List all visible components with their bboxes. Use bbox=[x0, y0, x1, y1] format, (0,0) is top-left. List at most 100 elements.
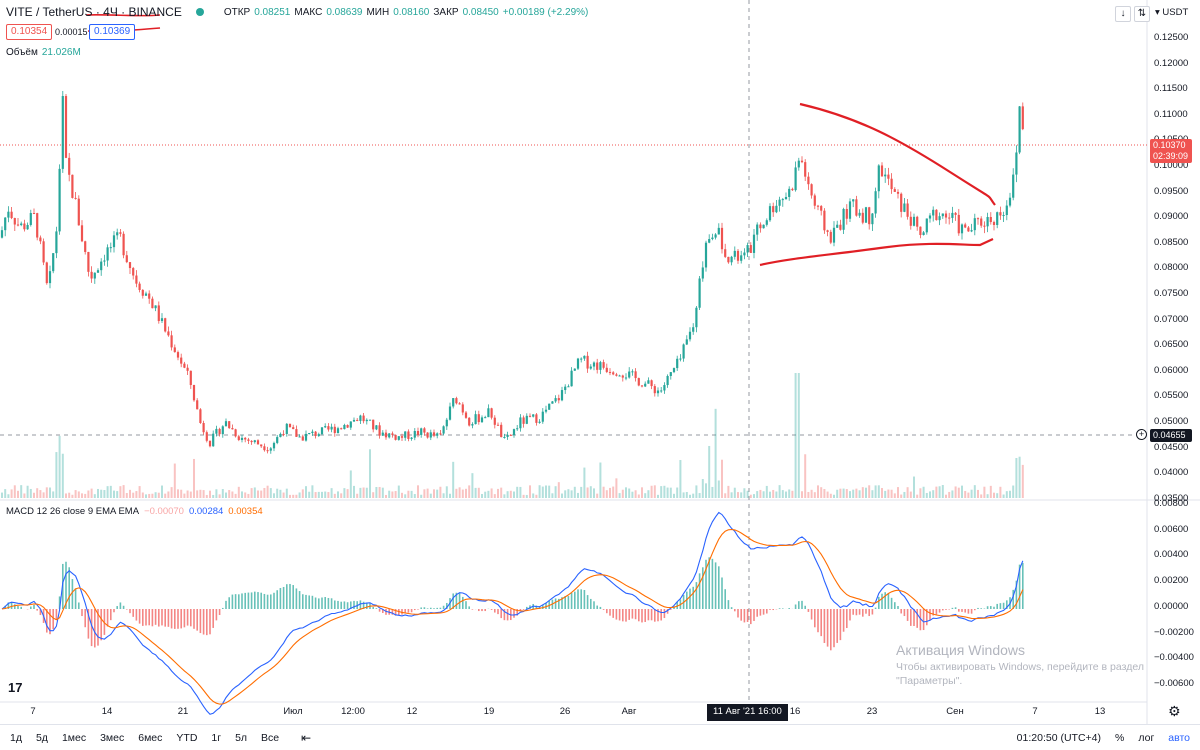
time-tick: 12:00 bbox=[341, 706, 365, 717]
date-range-icon[interactable]: ⇤ bbox=[301, 730, 312, 745]
macd-hist-bar bbox=[938, 609, 941, 613]
volume-bar bbox=[858, 490, 861, 498]
candle-body bbox=[727, 256, 730, 263]
volume-bar bbox=[983, 486, 986, 498]
macd-legend[interactable]: MACD 12 26 close 9 EMA EMA −0.00070 0.00… bbox=[6, 506, 263, 517]
period-button[interactable]: 5л bbox=[235, 731, 248, 744]
candle-body bbox=[199, 409, 202, 423]
candle-body bbox=[957, 214, 960, 234]
percent-toggle[interactable]: % bbox=[1115, 732, 1125, 744]
axis-unit[interactable]: ▾ USDT bbox=[1155, 7, 1189, 18]
macd-hist-bar bbox=[14, 604, 16, 609]
candle-body bbox=[653, 386, 656, 394]
macd-hist-bar bbox=[743, 609, 746, 623]
candle-body bbox=[858, 212, 861, 216]
period-button[interactable]: 1д bbox=[10, 731, 22, 744]
candle-body bbox=[698, 278, 701, 308]
candle-body bbox=[573, 368, 576, 371]
candle-body bbox=[391, 433, 394, 435]
volume-legend[interactable]: Объём 21.026M bbox=[6, 47, 81, 58]
period-button[interactable]: 3мес bbox=[100, 731, 125, 744]
candle-body bbox=[1021, 106, 1024, 130]
period-buttons: 1д 5д 1мес 3мес 6мес YTD 1г 5л Все bbox=[0, 732, 283, 744]
candle-body bbox=[144, 293, 148, 296]
volume-bar bbox=[513, 491, 515, 498]
time-tick: 26 bbox=[559, 706, 571, 717]
macd-histogram bbox=[4, 557, 1024, 651]
volume-bar bbox=[311, 485, 314, 498]
log-toggle[interactable]: лог bbox=[1138, 732, 1155, 744]
macd-hist-bar bbox=[90, 609, 93, 647]
auto-toggle[interactable]: авто bbox=[1168, 732, 1190, 744]
period-button[interactable]: 1г bbox=[211, 731, 222, 744]
macd-hist-bar bbox=[311, 595, 314, 609]
candle-body bbox=[871, 213, 874, 225]
volume-bar bbox=[468, 485, 471, 498]
clock[interactable]: 01:20:50 (UTC+4) bbox=[1016, 732, 1102, 744]
candle-body bbox=[804, 162, 807, 177]
price-tick: 0.04500 bbox=[1154, 441, 1189, 453]
macd-hist-bar bbox=[945, 609, 947, 610]
price-tick: 0.06500 bbox=[1154, 339, 1189, 351]
sell-price-button[interactable]: 0.10354 bbox=[6, 24, 53, 40]
period-button[interactable]: 6мес bbox=[138, 731, 163, 744]
candle-body bbox=[720, 227, 724, 250]
candle-body bbox=[887, 174, 890, 179]
macd-hist-bar bbox=[900, 609, 902, 614]
macd-hist-bar bbox=[727, 600, 730, 609]
volume-bar bbox=[356, 493, 359, 498]
candle-body bbox=[615, 374, 618, 376]
volume-bar bbox=[145, 494, 147, 498]
tradingview-logo-icon[interactable]: 17 bbox=[8, 680, 23, 695]
gear-icon[interactable]: ⚙ bbox=[1168, 703, 1181, 719]
volume-bar bbox=[593, 488, 595, 498]
candle-body bbox=[404, 431, 407, 438]
macd-hist-bar bbox=[954, 607, 957, 609]
candle-body bbox=[279, 433, 282, 438]
macd-hist-bar bbox=[55, 609, 58, 620]
compare-icon[interactable]: ⇅ bbox=[1134, 6, 1150, 22]
candle-body bbox=[4, 217, 7, 231]
candle-body bbox=[532, 414, 535, 417]
macd-hist-bar bbox=[478, 609, 480, 612]
volume-bar bbox=[1012, 485, 1015, 498]
candle-body bbox=[756, 224, 759, 235]
macd-hist-bar bbox=[276, 590, 278, 609]
candle-body bbox=[900, 193, 903, 212]
volume-bar bbox=[871, 490, 874, 498]
resistance-trendline[interactable] bbox=[799, 102, 996, 206]
open-value: 0.08251 bbox=[254, 6, 291, 18]
macd-hist-bar bbox=[961, 609, 963, 612]
price-tick: 0.10000 bbox=[1154, 160, 1189, 171]
macd-hist-bar bbox=[228, 597, 230, 609]
symbol-title[interactable]: VITE / TetherUS · 4Ч · BINANCE bbox=[6, 5, 182, 19]
period-button[interactable]: YTD bbox=[176, 731, 198, 744]
period-button[interactable]: 5д bbox=[35, 731, 48, 744]
volume-bar bbox=[103, 490, 106, 498]
volume-bar bbox=[209, 490, 211, 498]
plus-circle-icon[interactable]: + bbox=[1136, 429, 1147, 440]
macd-hist-bar bbox=[177, 609, 179, 629]
period-button[interactable]: Все bbox=[261, 731, 280, 744]
candle-body bbox=[980, 218, 983, 226]
volume-bar bbox=[474, 487, 477, 498]
candle-body bbox=[759, 224, 762, 229]
candle-body bbox=[292, 427, 295, 430]
down-arrow-icon[interactable]: ↓ bbox=[1115, 6, 1131, 22]
volume-bar bbox=[349, 470, 352, 498]
buy-price-button[interactable]: 0.10369 bbox=[89, 24, 136, 40]
candle-body bbox=[893, 189, 896, 192]
volume-bar bbox=[708, 445, 711, 498]
symbol-legend[interactable]: VITE / TetherUS · 4Ч · BINANCE ОТКР 0.082… bbox=[6, 5, 588, 19]
support-trendline[interactable] bbox=[759, 238, 994, 267]
period-button[interactable]: 1мес bbox=[61, 731, 87, 744]
candle-body bbox=[244, 437, 247, 440]
candle-body bbox=[864, 207, 868, 223]
volume-bar bbox=[327, 492, 330, 498]
volume-bar bbox=[93, 494, 96, 498]
volume-bar bbox=[772, 489, 775, 498]
candle-body bbox=[740, 255, 743, 261]
candle-body bbox=[330, 426, 333, 430]
macd-hist-bar bbox=[97, 609, 99, 646]
